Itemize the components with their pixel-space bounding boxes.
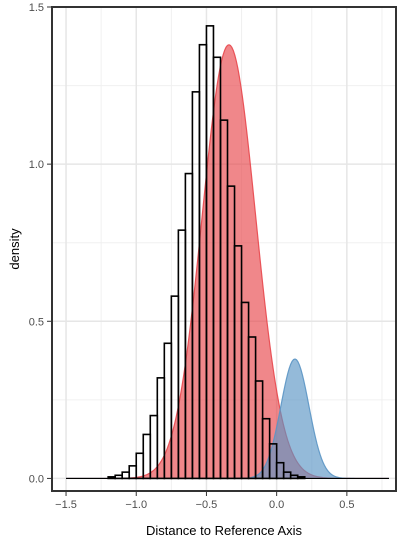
- y-axis-ticks: 0.0 0.5 1.0 1.5: [29, 2, 51, 485]
- x-tick-label: −0.5: [196, 499, 218, 511]
- y-tick-label: 0.0: [29, 473, 44, 485]
- histogram-bar: [135, 452, 145, 480]
- histogram-bar: [142, 433, 152, 480]
- x-tick-label: 0.5: [339, 499, 354, 511]
- x-tick-label: −1.5: [55, 499, 77, 511]
- x-tick-label: 0.0: [269, 499, 284, 511]
- x-tick-label: −1.0: [125, 499, 147, 511]
- panel-border: [51, 6, 397, 492]
- density-area-2: [66, 359, 389, 479]
- y-tick-label: 1.0: [29, 159, 44, 171]
- y-tick-label: 1.5: [29, 2, 44, 14]
- y-axis-title: density: [7, 228, 22, 270]
- y-tick-label: 0.5: [29, 316, 44, 328]
- x-axis-ticks: −1.5 −1.0 −0.5 0.0 0.5: [55, 492, 355, 511]
- histogram-bar: [128, 465, 138, 480]
- histogram-bars: [66, 25, 389, 480]
- x-axis-title: Distance to Reference Axis: [146, 523, 303, 538]
